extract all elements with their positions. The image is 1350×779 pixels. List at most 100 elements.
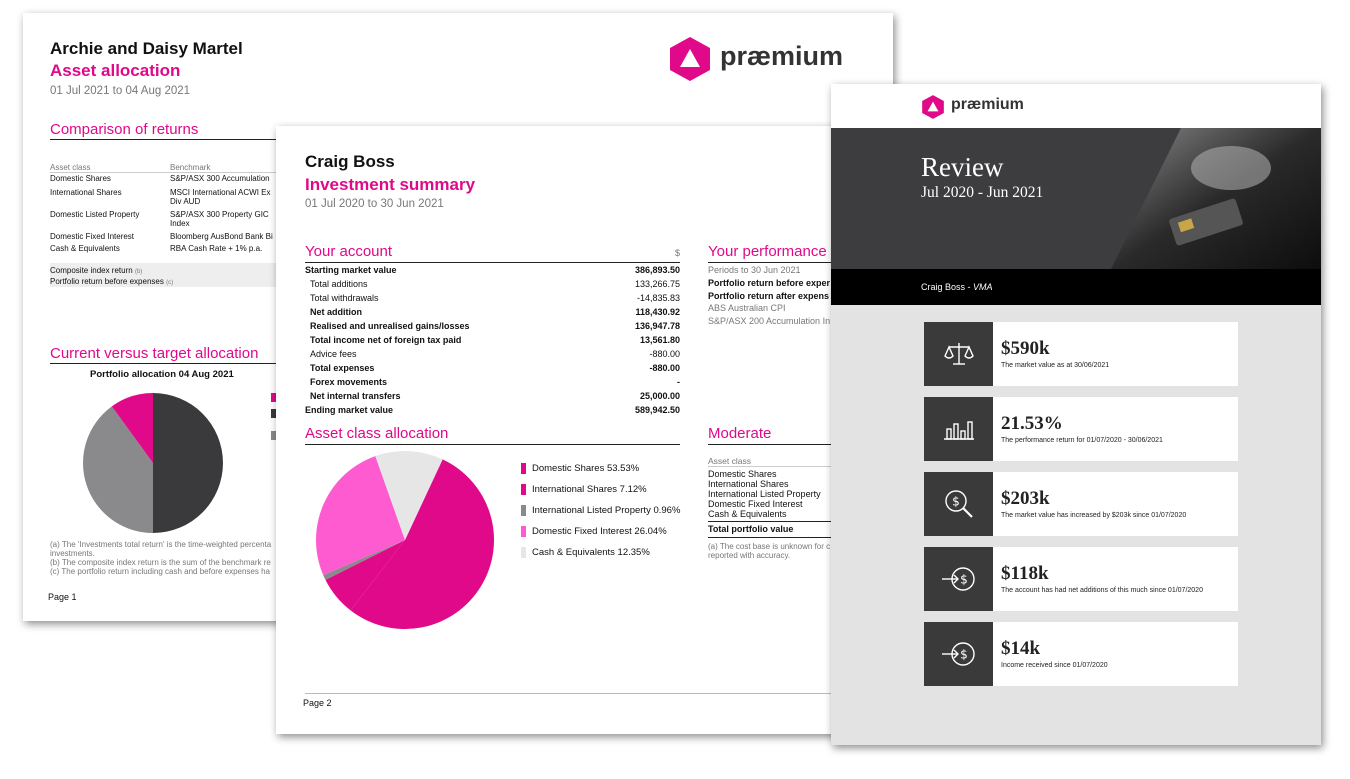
legend-label: Domestic Shares 53.53%	[532, 463, 640, 475]
account-row-label: Total expenses	[310, 363, 375, 373]
svg-text:$: $	[952, 495, 960, 509]
page-number: Page 1	[48, 592, 77, 602]
performance-row: ABS Australian CPI	[708, 303, 786, 313]
currency-symbol: $	[675, 248, 681, 258]
account-row: Total additions 133,266.75	[305, 279, 680, 293]
magnify-dollar-icon: $	[924, 472, 993, 536]
account-row: Total income net of foreign tax paid 13,5…	[305, 335, 680, 349]
summary-card: $ $203k The market value has increased by …	[924, 472, 1238, 536]
client-name: Archie and Daisy Martel	[50, 39, 243, 58]
report-title: Investment summary	[305, 175, 476, 194]
review-page: præmium Review Jul 2020 - Jun 2021 Craig…	[831, 84, 1321, 745]
portfolio-allocation-pie	[83, 393, 223, 533]
praemium-logo: præmium	[921, 94, 1061, 120]
moderate-note: (a) The cost base is unknown for c	[708, 542, 831, 551]
table-cell: S&P/ASX 300 Accumulation	[170, 174, 270, 183]
account-row-value: 133,266.75	[634, 279, 680, 289]
performance-row: Portfolio return after expens	[708, 291, 830, 301]
card-description: Income received since 01/07/2020	[1001, 662, 1108, 669]
legend-swatch	[521, 463, 526, 474]
col-benchmark: Benchmark	[170, 163, 211, 172]
moderate-heading: Moderate	[708, 425, 772, 442]
client-name: Craig Boss	[305, 152, 395, 171]
summary-card: 21.53% The performance return for 01/07/2…	[924, 397, 1238, 461]
asset-allocation-legend: Domestic Shares 53.53% International Shar…	[521, 463, 701, 573]
scales-icon	[924, 322, 993, 386]
table-row: International Shares	[50, 188, 122, 197]
hero-photo	[1111, 128, 1321, 269]
legend-swatch	[521, 484, 526, 495]
asset-allocation-heading: Asset class allocation	[305, 425, 449, 442]
moderate-row: Domestic Fixed Interest	[708, 499, 803, 509]
moderate-note: reported with accuracy.	[708, 551, 791, 560]
pie-slice	[325, 540, 405, 611]
card-value: $590k	[1001, 338, 1050, 359]
legend-swatch	[521, 505, 526, 516]
card-description: The market value has increased by $203k …	[1001, 512, 1187, 519]
legend-label: International Listed Property 0.96%	[532, 505, 681, 517]
account-row: Starting market value 386,893.50	[305, 265, 680, 279]
moderate-row: Domestic Shares	[708, 469, 777, 479]
account-row-label: Net internal transfers	[310, 391, 401, 401]
performance-row: Periods to 30 Jun 2021	[708, 265, 801, 275]
report-page-2: Craig Boss Investment summary 01 Jul 202…	[276, 126, 846, 734]
performance-row: Portfolio return before exper	[708, 278, 831, 288]
hero-banner: Review Jul 2020 - Jun 2021	[831, 128, 1321, 269]
client-bar: Craig Boss - VMA	[831, 269, 1321, 305]
account-row: Total expenses -880.00	[305, 363, 680, 377]
composite-index-label: Composite index return (b)	[50, 266, 143, 275]
account-row: Ending market value 589,942.50	[305, 405, 680, 419]
portfolio-return-label: Portfolio return before expenses (c)	[50, 277, 174, 286]
account-row-value: -880.00	[649, 349, 680, 359]
account-row-value: 13,561.80	[639, 335, 680, 345]
performance-heading: Your performance	[708, 243, 827, 260]
legend-swatch	[521, 547, 526, 558]
moderate-row: International Shares	[708, 479, 789, 489]
legend-entry: Cash & Equivalents 12.35%	[521, 547, 650, 558]
account-row: Advice fees -880.00	[305, 349, 680, 363]
allocation-heading: Current versus target allocation	[50, 345, 259, 362]
account-row: Forex movements -	[305, 377, 680, 391]
moderate-total: Total portfolio value	[708, 524, 794, 534]
table-cell: S&P/ASX 300 Property GIC	[170, 210, 269, 219]
arrow-dollar-icon: $	[924, 547, 993, 611]
account-row-label: Total additions	[310, 279, 368, 289]
account-row-value: 25,000.00	[639, 391, 680, 401]
pie-slice	[323, 540, 405, 580]
account-row-value: 589,942.50	[634, 405, 680, 415]
account-row-label: Ending market value	[305, 405, 394, 415]
account-table: Starting market value 386,893.50 Total add…	[305, 265, 680, 425]
account-row-label: Realised and unrealised gains/losses	[310, 321, 470, 331]
account-row: Realised and unrealised gains/losses 136,…	[305, 321, 680, 335]
moderate-col-header: Asset class	[708, 456, 751, 466]
card-value: 21.53%	[1001, 413, 1063, 434]
account-row-value: 386,893.50	[634, 265, 680, 275]
card-value: $14k	[1001, 638, 1041, 659]
account-row-value: 118,430.92	[635, 307, 680, 317]
account-row-value: -	[677, 377, 680, 387]
brand-name: præmium	[951, 96, 1024, 113]
table-row: Domestic Fixed Interest	[50, 232, 135, 241]
account-row-label: Total income net of foreign tax paid	[310, 335, 462, 345]
legend-entry: Domestic Fixed Interest 26.04%	[521, 526, 667, 537]
account-row-label: Forex movements	[310, 377, 388, 387]
legend-swatch	[521, 526, 526, 537]
comparison-heading: Comparison of returns	[50, 121, 199, 138]
table-cell: Div AUD	[170, 197, 201, 206]
col-asset-class: Asset class	[50, 163, 91, 172]
footnote: (c) The portfolio return including cash …	[50, 567, 270, 576]
pie-slice	[111, 393, 153, 463]
legend-label: International Shares 7.12%	[532, 484, 647, 496]
summary-card: $590k The market value as at 30/06/2021	[924, 322, 1238, 386]
account-heading: Your account	[305, 243, 393, 260]
account-row: Net internal transfers 25,000.00	[305, 391, 680, 405]
pie-slice	[375, 451, 443, 540]
table-row: Domestic Listed Property	[50, 210, 140, 219]
card-description: The performance return for 01/07/2020 - …	[1001, 437, 1163, 444]
account-row: Net addition 118,430.92	[305, 307, 680, 321]
moderate-row: Cash & Equivalents	[708, 509, 787, 519]
pie-slice	[350, 459, 494, 629]
report-title: Asset allocation	[50, 61, 181, 80]
account-row-label: Total withdrawals	[310, 293, 379, 303]
moderate-row: International Listed Property	[708, 489, 821, 499]
